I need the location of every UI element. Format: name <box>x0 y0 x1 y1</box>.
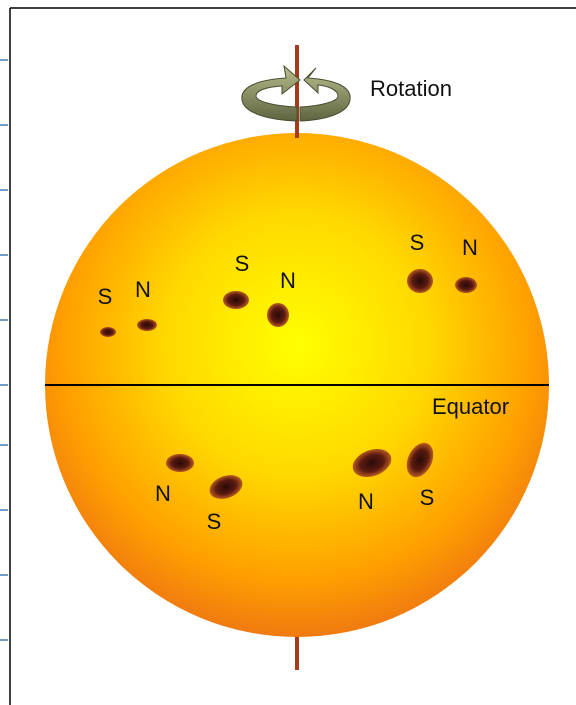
spot-label: N <box>135 277 151 302</box>
spot-label: S <box>420 485 435 510</box>
spot-label: N <box>462 235 478 260</box>
sunspot <box>209 475 243 499</box>
equator-label: Equator <box>432 394 509 419</box>
sunspot <box>455 277 477 293</box>
rotation-arrow <box>241 64 351 122</box>
sunspots <box>100 269 477 499</box>
sunspot <box>352 448 392 478</box>
spot-label: N <box>155 481 171 506</box>
sunspot <box>267 303 289 327</box>
spot-labels: S N S N S N N S N S <box>98 230 478 534</box>
spot-label: S <box>410 230 425 255</box>
sunspot <box>223 291 249 309</box>
sunspot <box>100 327 116 337</box>
side-ticks <box>0 59 8 641</box>
sunspot <box>407 269 433 293</box>
spot-label: N <box>358 489 374 514</box>
spot-label: S <box>98 284 113 309</box>
sunspot <box>406 442 434 478</box>
spot-label: N <box>280 268 296 293</box>
spot-label: S <box>207 509 222 534</box>
sunspot <box>166 454 194 472</box>
sunspot <box>137 319 157 331</box>
spot-label: S <box>235 251 250 276</box>
rotation-label: Rotation <box>370 76 452 101</box>
